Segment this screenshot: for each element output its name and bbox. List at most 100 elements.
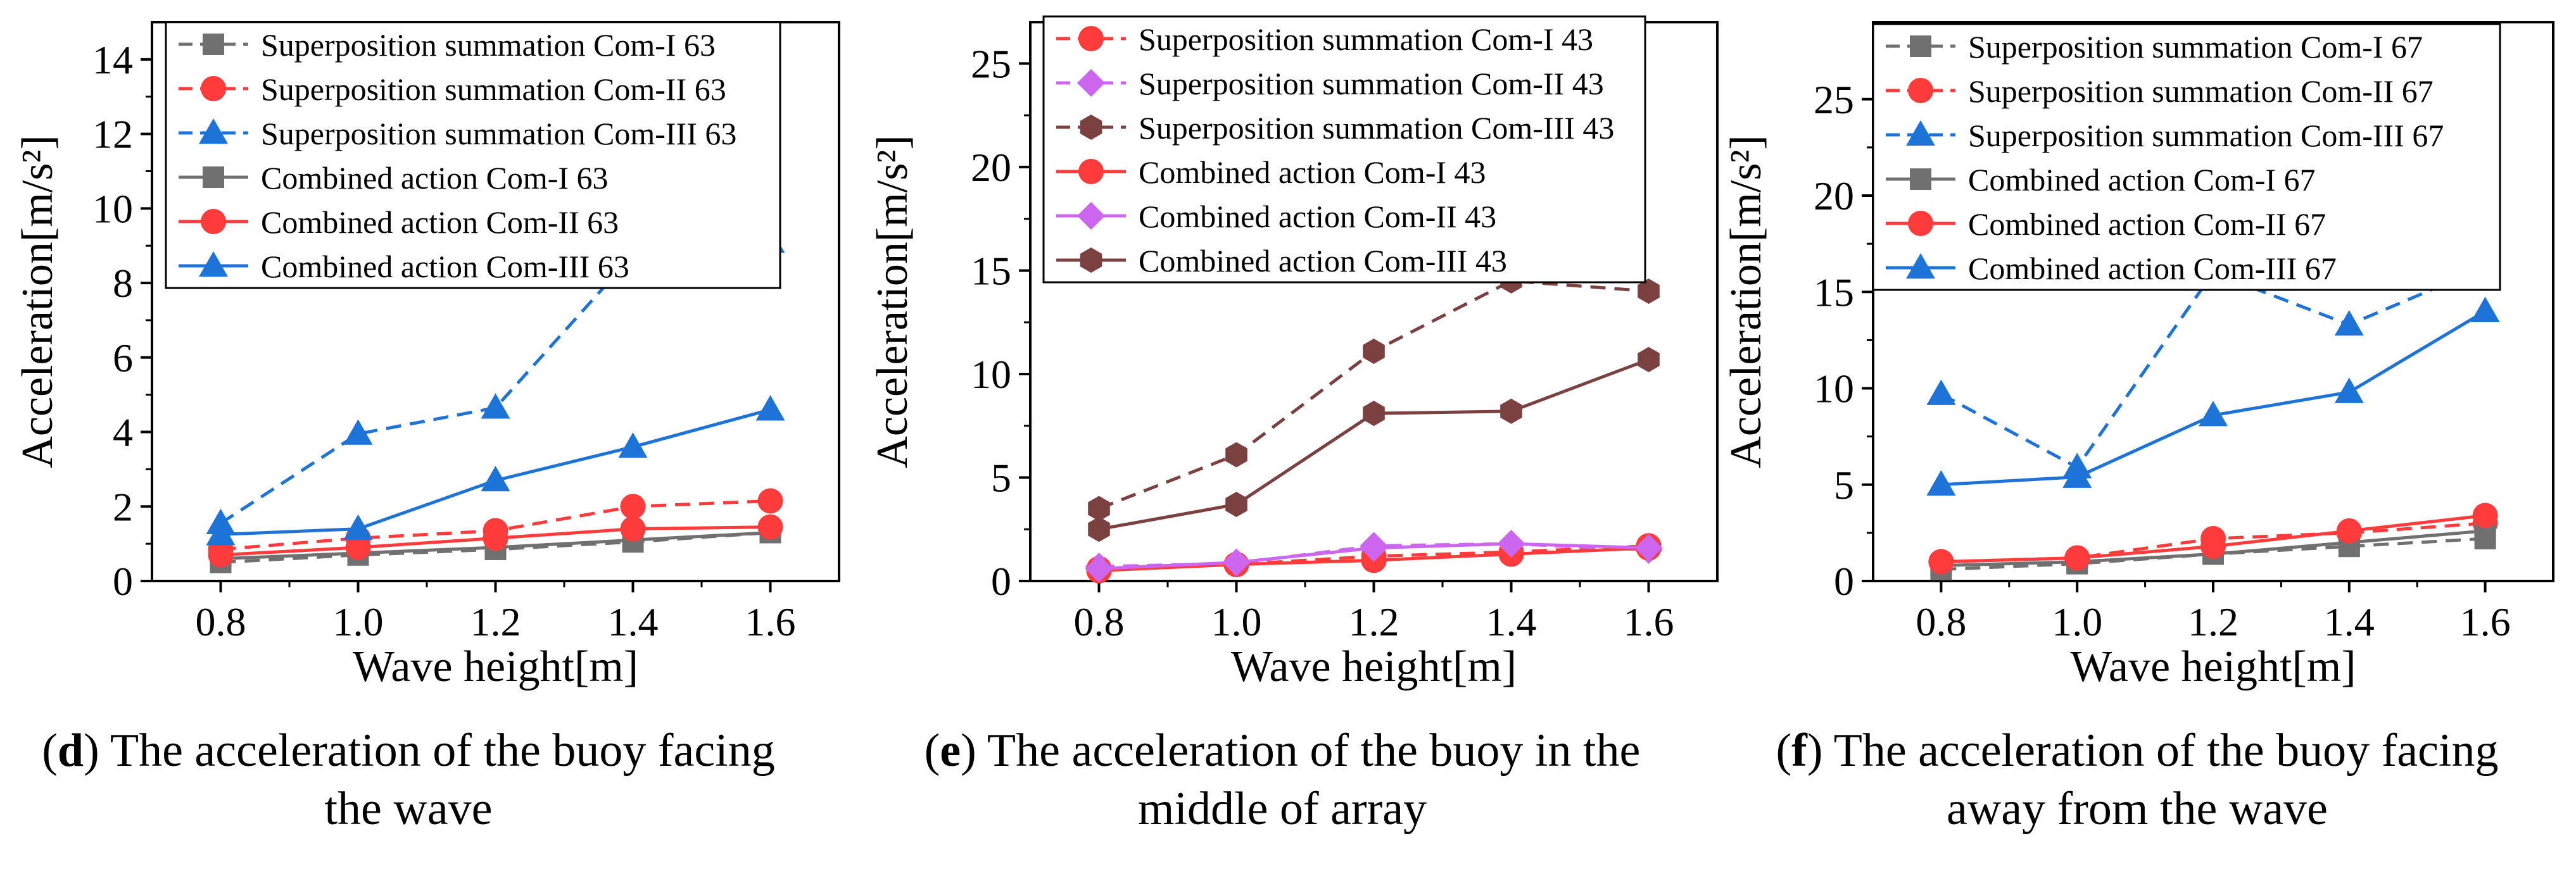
caption-e: (e) The acceleration of the buoy in the … [924,725,1641,835]
x-tick-label: 1.6 [2460,599,2511,644]
chart-panel-0: 0.8 1.0 1.2 1.4 1.6 0 2 4 6 8 10 12 14 Wave height[m]… [13,21,840,691]
caption-text: ) The acceleration of the buoy facing th… [84,725,775,835]
series-4 [1928,503,2498,575]
legend-marker [1908,78,1933,103]
legend-label: Superposition summation Com-III 63 [261,116,736,151]
x-tick-label: 1.6 [1624,599,1674,644]
caption-text: ) The acceleration of the buoy facing aw… [1807,725,2499,835]
data-point [1225,492,1247,517]
legend-label: Combined action Com-III 43 [1139,243,1507,278]
legend-marker [1077,69,1105,97]
y-axis-label: Acceleration[m/s²] [1722,135,1771,468]
legend-box [1872,23,2501,291]
data-point [755,395,785,421]
legend-label: Combined action Com-II 67 [1968,206,2326,242]
data-point [1926,379,1956,405]
series-4 [1085,530,1663,583]
data-point [481,393,510,419]
caption-text: ) The acceleration of the buoy in the mi… [961,725,1641,835]
series-5 [1926,296,2500,496]
series-line [1941,309,2486,487]
legend-marker [1080,247,1102,273]
legend-marker [201,209,226,234]
x-axis-label: Wave height[m] [353,642,638,691]
data-point [1088,496,1110,522]
legend-marker [199,251,228,277]
x-tick-label: 1.4 [608,599,659,644]
legend-label: Combined action Com-III 63 [261,249,629,284]
legend-marker [1910,35,1931,57]
x-tick-label: 0.8 [196,599,246,644]
legend-marker [199,118,228,144]
x-tick-label: 1.4 [2324,599,2375,644]
data-point [481,466,510,492]
legend-marker [203,166,224,188]
data-point [1363,401,1385,427]
legend-marker [1078,26,1104,51]
data-point [1497,530,1525,558]
data-point [2472,503,2498,528]
legend-label: Superposition summation Com-III 67 [1968,118,2444,153]
data-point [620,494,646,520]
data-point [343,514,373,540]
data-point [757,488,783,514]
data-point [1225,442,1247,468]
series-5 [1088,347,1660,542]
legend-label: Combined action Com-II 63 [261,204,619,240]
data-point [1928,549,1954,575]
data-point [345,535,371,561]
legend-box [165,21,781,289]
y-tick-label: 20 [1814,173,1854,218]
y-axis-label: Acceleration[m/s²] [13,135,62,468]
legend-label: Superposition summation Com-I 43 [1139,22,1593,57]
legend-label: Superposition summation Com-I 67 [1968,29,2423,65]
legend-box [1042,15,1646,284]
data-point [2334,310,2364,336]
caption-letter: d [57,725,84,777]
x-tick-label: 1.2 [2188,599,2238,644]
x-tick-label: 1.4 [1486,599,1537,644]
data-point [343,419,373,445]
caption-letter: f [1791,725,1807,777]
legend-label: Superposition summation Com-II 67 [1968,73,2434,109]
y-tick-label: 4 [113,410,133,455]
data-point [2200,534,2226,560]
legend-marker [1080,115,1102,140]
y-tick-label: 25 [1814,77,1854,122]
x-axis-label: Wave height[m] [2070,642,2356,691]
legend-label: Combined action Com-I 63 [261,160,609,196]
legend-label: Combined action Com-III 67 [1968,251,2337,286]
legend-label: Superposition summation Com-III 43 [1139,110,1614,146]
legend-marker [1077,202,1105,230]
legend-label: Superposition summation Com-II 43 [1139,66,1604,101]
y-axis-label: Acceleration[m/s²] [868,135,917,468]
data-point [1634,534,1663,562]
y-tick-label: 6 [113,335,133,380]
data-point [1638,278,1660,304]
y-tick-label: 0 [1834,559,1854,604]
y-tick-label: 25 [971,41,1011,86]
data-point [2470,296,2500,322]
x-axis-label: Wave height[m] [1231,642,1517,691]
data-point [208,542,234,568]
legend-marker [201,76,226,101]
series-2 [1088,268,1660,522]
y-tick-label: 10 [92,186,133,231]
y-tick-label: 10 [1814,366,1854,411]
data-point [2336,518,2362,544]
x-tick-label: 1.0 [2052,599,2102,644]
legend-marker [1908,211,1933,236]
caption-letter: e [940,725,961,777]
legend-marker [1906,253,1935,279]
y-tick-label: 0 [113,559,133,604]
data-point [618,432,648,458]
chart-panel-1: 0.8 1.0 1.2 1.4 1.6 0 5 10 15 20 25 Wave height[m] A… [868,15,1719,691]
data-point [2199,401,2228,427]
x-tick-label: 1.0 [1211,599,1262,644]
legend: Superposition summation Com-I 67 Superpos… [1872,23,2501,291]
y-tick-label: 8 [113,261,133,306]
caption-d: (d) The acceleration of the buoy facing … [42,725,775,835]
data-point [2334,377,2364,403]
x-tick-label: 1.6 [745,599,796,644]
